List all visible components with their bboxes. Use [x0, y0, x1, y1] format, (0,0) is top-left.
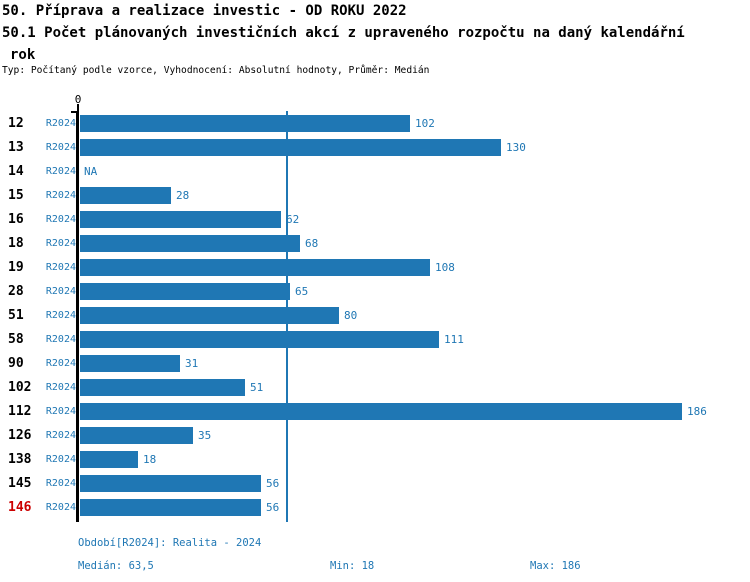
x-axis-zero-tick-label: 0 — [74, 93, 82, 106]
indicator-title-line2: rok — [10, 47, 36, 63]
row-value-label: 35 — [198, 429, 212, 442]
row-category-label-highlighted: 146 — [8, 500, 32, 515]
row-bar — [80, 115, 410, 132]
row-bar — [80, 355, 180, 372]
row-bar — [80, 211, 281, 228]
row-value-label: 108 — [435, 261, 455, 274]
row-period-label: R2024 — [45, 238, 76, 249]
row-bar — [80, 307, 339, 324]
y-axis-line — [76, 111, 79, 522]
row-period-label: R2024 — [45, 478, 76, 489]
footer-min-stat: Min: 18 — [330, 560, 375, 572]
row-bar — [80, 283, 290, 300]
chart-row: 13 R2024 130 — [0, 136, 750, 160]
chart-row: 146 R2024 56 — [0, 496, 750, 520]
row-na-label: NA — [84, 165, 98, 178]
row-category-label: 18 — [8, 236, 24, 251]
row-bar — [80, 235, 300, 252]
row-value-label: 80 — [344, 309, 358, 322]
row-category-label: 145 — [8, 476, 32, 491]
row-category-label: 102 — [8, 380, 32, 395]
row-category-label: 90 — [8, 356, 24, 371]
row-bar — [80, 187, 171, 204]
chart-row: 138 R2024 18 — [0, 448, 750, 472]
footer-median-stat: Medián: 63,5 — [78, 560, 154, 572]
chart-row: 126 R2024 35 — [0, 424, 750, 448]
row-value-label: 62 — [286, 213, 300, 226]
row-bar — [80, 139, 501, 156]
chart-row: 102 R2024 51 — [0, 376, 750, 400]
chart-row: 28 R2024 65 — [0, 280, 750, 304]
row-period-label: R2024 — [45, 454, 76, 465]
footer-period-line: Období[R2024]: Realita - 2024 — [78, 537, 262, 549]
row-category-label: 28 — [8, 284, 24, 299]
row-value-label: 130 — [506, 141, 526, 154]
row-value-label: 68 — [305, 237, 319, 250]
row-value-label: 186 — [687, 405, 707, 418]
chart-row: 51 R2024 80 — [0, 304, 750, 328]
row-category-label: 138 — [8, 452, 32, 467]
row-period-label: R2024 — [45, 118, 76, 129]
row-category-label: 16 — [8, 212, 24, 227]
row-bar — [80, 427, 193, 444]
indicator-title-line1: 50.1 Počet plánovaných investičních akcí… — [2, 25, 685, 41]
row-category-label: 112 — [8, 404, 32, 419]
report-section-title: 50. Příprava a realizace investic - OD R… — [2, 3, 407, 19]
x-axis-zero-tick — [77, 104, 79, 112]
row-value-label: 51 — [250, 381, 264, 394]
row-value-label: 56 — [266, 501, 280, 514]
row-period-label: R2024 — [45, 406, 76, 417]
row-category-label: 15 — [8, 188, 24, 203]
row-value-label: 102 — [415, 117, 435, 130]
chart-row: 12 R2024 102 — [0, 112, 750, 136]
chart-row: 90 R2024 31 — [0, 352, 750, 376]
chart-row: 15 R2024 28 — [0, 184, 750, 208]
row-period-label: R2024 — [45, 430, 76, 441]
row-period-label: R2024 — [45, 262, 76, 273]
row-period-label: R2024 — [45, 166, 76, 177]
row-period-label: R2024 — [45, 334, 76, 345]
row-period-label: R2024 — [45, 310, 76, 321]
row-period-label: R2024 — [45, 142, 76, 153]
row-bar — [80, 331, 439, 348]
row-category-label: 14 — [8, 164, 24, 179]
row-category-label: 126 — [8, 428, 32, 443]
row-bar — [80, 451, 138, 468]
row-period-label: R2024 — [45, 358, 76, 369]
row-value-label: 18 — [143, 453, 157, 466]
bar-chart: 0 12 R2024 102 13 R2024 130 14 R2024 NA 15 R2024 28… — [0, 90, 750, 530]
footer-max-stat: Max: 186 — [530, 560, 581, 572]
row-bar — [80, 259, 430, 276]
row-bar — [80, 379, 245, 396]
chart-row: 112 R2024 186 — [0, 400, 750, 424]
row-category-label: 12 — [8, 116, 24, 131]
row-period-label: R2024 — [45, 382, 76, 393]
row-category-label: 13 — [8, 140, 24, 155]
row-value-label: 31 — [185, 357, 199, 370]
row-value-label: 28 — [176, 189, 190, 202]
row-period-label: R2024 — [45, 214, 76, 225]
chart-row: 58 R2024 111 — [0, 328, 750, 352]
row-bar — [80, 475, 261, 492]
chart-row: 145 R2024 56 — [0, 472, 750, 496]
chart-rows: 12 R2024 102 13 R2024 130 14 R2024 NA 15 R2024 28 16… — [0, 112, 750, 522]
row-value-label: 65 — [295, 285, 309, 298]
y-axis-top-tick — [71, 111, 78, 113]
chart-row: 19 R2024 108 — [0, 256, 750, 280]
chart-row: 16 R2024 62 — [0, 208, 750, 232]
row-category-label: 19 — [8, 260, 24, 275]
chart-row: 18 R2024 68 — [0, 232, 750, 256]
chart-row: 14 R2024 NA — [0, 160, 750, 184]
row-category-label: 58 — [8, 332, 24, 347]
row-category-label: 51 — [8, 308, 24, 323]
row-value-label: 111 — [444, 333, 464, 346]
row-period-label: R2024 — [45, 286, 76, 297]
row-bar — [80, 403, 682, 420]
row-period-label: R2024 — [45, 190, 76, 201]
row-value-label: 56 — [266, 477, 280, 490]
indicator-meta-line: Typ: Počítaný podle vzorce, Vyhodnocení:… — [2, 65, 430, 76]
row-bar — [80, 499, 261, 516]
row-period-label: R2024 — [45, 502, 76, 513]
